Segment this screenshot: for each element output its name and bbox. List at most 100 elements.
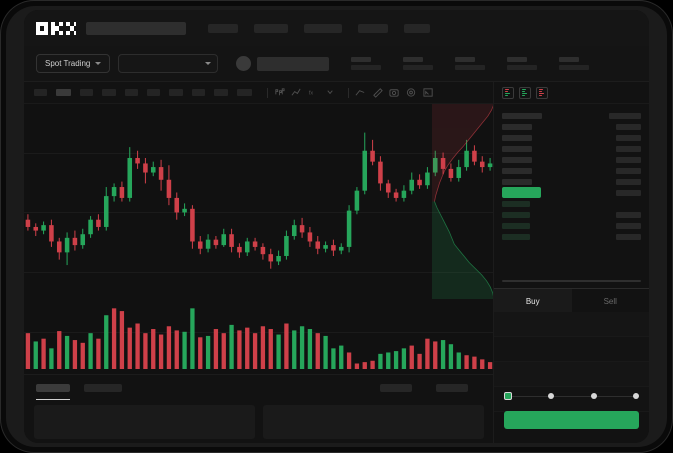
order-form-field-2[interactable] bbox=[494, 362, 649, 387]
nav-link-2[interactable] bbox=[304, 23, 342, 33]
orderbook-size bbox=[616, 211, 641, 218]
nav-link-0[interactable] bbox=[208, 23, 238, 33]
orderbook-bid-row[interactable] bbox=[502, 231, 641, 242]
orders-tab-0[interactable] bbox=[36, 384, 70, 400]
order-form-field-0[interactable] bbox=[494, 312, 649, 337]
orderbook-price bbox=[502, 145, 532, 152]
trade-tab-buy[interactable]: Buy bbox=[494, 289, 572, 313]
market-type-label: Spot Trading bbox=[45, 59, 91, 68]
orderbook-depth-chart bbox=[432, 104, 494, 300]
timeframe-button-0[interactable] bbox=[34, 89, 47, 96]
candlestick-series bbox=[25, 132, 493, 269]
svg-text:fx: fx bbox=[309, 90, 314, 96]
orders-panel bbox=[24, 374, 494, 443]
timeframe-button-4[interactable] bbox=[125, 89, 138, 96]
fullscreen-icon[interactable] bbox=[423, 87, 434, 98]
nav-search-pill[interactable] bbox=[86, 21, 186, 35]
okx-logo[interactable] bbox=[36, 21, 76, 35]
camera-icon[interactable] bbox=[389, 87, 400, 98]
pair-avatar bbox=[236, 56, 252, 71]
market-stat-value-3 bbox=[507, 65, 538, 70]
orderbook-price bbox=[502, 222, 530, 229]
orderbook-rows[interactable] bbox=[494, 104, 649, 279]
orderbook-price bbox=[502, 187, 541, 198]
trading-pair-select[interactable] bbox=[118, 54, 219, 73]
buy-sell-tabs: Buy Sell bbox=[494, 288, 649, 313]
timeframe-button-5[interactable] bbox=[147, 89, 160, 96]
market-stat-label-4 bbox=[559, 57, 580, 62]
order-form-field-1[interactable] bbox=[494, 337, 649, 362]
volume-histogram bbox=[25, 308, 493, 369]
orderbook-asks-icon[interactable] bbox=[536, 86, 548, 99]
nav-link-4[interactable] bbox=[404, 23, 430, 33]
orderbook-price bbox=[502, 233, 530, 240]
indicators-icon[interactable]: fx bbox=[308, 87, 319, 98]
orderbook-ask-row[interactable] bbox=[502, 176, 641, 187]
orderbook-bid-row[interactable] bbox=[502, 209, 641, 220]
market-stat-value-1 bbox=[403, 65, 434, 70]
toolbar-divider bbox=[267, 87, 268, 98]
stepper-dot-1[interactable] bbox=[548, 393, 555, 399]
timeframe-button-8[interactable] bbox=[214, 89, 228, 96]
orderbook-ask-row[interactable] bbox=[502, 165, 641, 176]
timeframe-button-9[interactable] bbox=[237, 89, 252, 96]
stepper-dot-2[interactable] bbox=[590, 393, 597, 399]
stepper-dot-3[interactable] bbox=[632, 393, 639, 399]
stepper-dot-0[interactable] bbox=[504, 392, 512, 400]
chart-tool-icons: fx bbox=[274, 87, 440, 98]
market-stat-1 bbox=[403, 57, 434, 70]
orderbook-bids-icon[interactable] bbox=[519, 86, 531, 99]
chevron-down-icon[interactable] bbox=[325, 87, 336, 98]
timeframe-button-1[interactable] bbox=[56, 89, 71, 96]
price-chart-pane[interactable] bbox=[24, 104, 494, 375]
orders-action-1[interactable] bbox=[436, 384, 468, 392]
line-chart-icon[interactable] bbox=[291, 87, 302, 98]
orderbook-spread-row[interactable] bbox=[502, 187, 641, 198]
orderbook-price bbox=[502, 134, 532, 141]
timeframe-button-7[interactable] bbox=[192, 89, 205, 96]
market-stat-label-2 bbox=[455, 57, 476, 62]
orderbook-bid-row[interactable] bbox=[502, 220, 641, 231]
nav-link-3[interactable] bbox=[358, 23, 388, 33]
eraser-icon[interactable] bbox=[372, 87, 383, 98]
market-stat-3 bbox=[507, 57, 538, 70]
orderbook-size bbox=[616, 233, 641, 240]
market-type-selector[interactable]: Spot Trading bbox=[36, 54, 111, 73]
gridline-1 bbox=[24, 212, 494, 214]
orders-action-0[interactable] bbox=[380, 384, 412, 392]
orderbook-ask-row[interactable] bbox=[502, 121, 641, 132]
market-stat-value-4 bbox=[559, 65, 590, 70]
timeframe-button-2[interactable] bbox=[80, 89, 93, 96]
orderbook-size bbox=[616, 145, 641, 152]
timeframe-buttons bbox=[34, 89, 261, 96]
chart-toolbar: fx bbox=[24, 82, 494, 104]
trade-tab-sell[interactable]: Sell bbox=[603, 296, 617, 306]
orderbook-ask-row[interactable] bbox=[502, 132, 641, 143]
nav-link-1[interactable] bbox=[254, 23, 288, 33]
orderbook-price bbox=[502, 123, 532, 130]
orderbook-header-row[interactable] bbox=[502, 110, 641, 121]
settings-gear-icon[interactable] bbox=[406, 87, 417, 98]
candlestick-chart-icon[interactable] bbox=[274, 87, 285, 98]
place-order-button[interactable] bbox=[504, 411, 639, 429]
timeframe-button-6[interactable] bbox=[169, 89, 183, 96]
gridline-0 bbox=[24, 152, 494, 154]
amount-percent-stepper[interactable] bbox=[504, 391, 639, 401]
orderbook-scrollbar[interactable] bbox=[502, 280, 641, 282]
orderbook-size bbox=[616, 167, 641, 174]
market-stat-2 bbox=[455, 57, 486, 70]
market-stat-4 bbox=[559, 57, 590, 70]
app-screen: Spot Trading fx bbox=[24, 10, 649, 443]
orderbook-both-icon[interactable] bbox=[502, 86, 514, 99]
orderbook-ask-row[interactable] bbox=[502, 154, 641, 165]
order-form bbox=[494, 312, 649, 412]
market-stat-0 bbox=[351, 57, 382, 70]
orderbook-ask-row[interactable] bbox=[502, 143, 641, 154]
orders-tab-1[interactable] bbox=[84, 384, 122, 392]
order-form-field-3[interactable] bbox=[494, 387, 649, 412]
timeframe-button-3[interactable] bbox=[102, 89, 116, 96]
orderbook-bid-row[interactable] bbox=[502, 198, 641, 209]
trendline-icon[interactable] bbox=[355, 87, 366, 98]
orders-tabs bbox=[36, 384, 136, 400]
market-pair-bar: Spot Trading bbox=[24, 46, 649, 82]
